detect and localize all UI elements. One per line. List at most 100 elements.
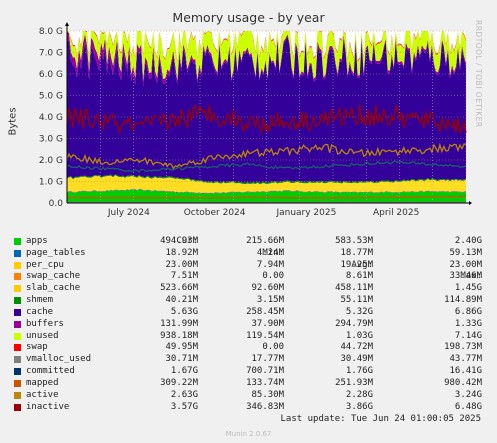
legend-avg: 18.77M: [340, 247, 373, 258]
legend-max: 6.48G: [454, 401, 482, 412]
legend-min: 258.45M: [246, 306, 284, 317]
line-inactive: [66, 104, 467, 135]
legend-avg: 44.72M: [340, 342, 373, 353]
legend-min: 0.00: [262, 342, 284, 353]
legend-rows: apps 494.93M 215.66M 583.53M 2.40G page_table…: [14, 236, 494, 414]
legend-label: buffers: [26, 318, 64, 329]
legend-max: 43.77M: [449, 354, 482, 365]
legend-avg: 3.86G: [345, 401, 373, 412]
legend-min: 0.00: [262, 271, 284, 282]
legend-avg: 583.53M: [335, 235, 373, 246]
legend-label: committed: [26, 366, 75, 377]
y-axis-arrow: [65, 22, 69, 26]
legend-item-unused: unused 938.18M 119.54M 1.03G 7.14G: [14, 331, 494, 343]
legend-max: 1.33G: [454, 318, 482, 329]
x-tick-label: January 2025: [275, 208, 336, 218]
legend-header-min: Min:: [262, 247, 284, 258]
y-tick-label: 7.0 G: [39, 49, 63, 59]
legend-cur: 1.67G: [170, 366, 198, 377]
legend-swatch: [14, 403, 21, 411]
chart-title: Memory usage - by year: [172, 10, 325, 25]
legend-avg: 1.03G: [345, 330, 373, 341]
legend-min: 133.74M: [246, 377, 284, 388]
legend-swatch: [14, 297, 21, 305]
legend-swatch: [14, 344, 21, 352]
legend: Cur: Min: Avg: Max: apps 494.93M 215.66M 58…: [14, 224, 494, 414]
legend-min: 700.71M: [246, 366, 284, 377]
legend-avg: 458.11M: [335, 283, 373, 294]
legend-min: 119.54M: [246, 330, 284, 341]
legend-min: 85.30M: [251, 389, 284, 400]
legend-label: swap: [26, 342, 48, 353]
legend-item-vmalloc-used: vmalloc_used 30.71M 17.77M 30.49M 43.77M: [14, 354, 494, 366]
y-tick-label: 2.0 G: [39, 156, 63, 166]
rrdtool-credit: RRDTOOL / TOBI OETIKER: [474, 20, 483, 128]
legend-min: 215.66M: [246, 235, 284, 246]
legend-max: 7.14G: [454, 330, 482, 341]
chart-plot: 0.0 1.0 G 2.0 G 3.0 G 4.0 G 5.0 G 6.0 G 7.0 G 8.…: [39, 19, 472, 218]
legend-header-cur: Cur:: [176, 235, 198, 246]
legend-max: 198.73M: [444, 342, 482, 353]
legend-header-avg: Avg:: [351, 259, 373, 270]
x-tick-label: October 2024: [184, 208, 246, 218]
legend-max: 114.89M: [444, 295, 482, 306]
legend-cur: 30.71M: [165, 354, 198, 365]
legend-item-shmem: shmem 40.21M 3.15M 55.11M 114.89M: [14, 295, 494, 307]
legend-cur: 309.22M: [160, 377, 198, 388]
legend-swatch: [14, 356, 21, 364]
legend-max: 59.13M: [449, 247, 482, 258]
legend-cur: 523.66M: [160, 283, 198, 294]
legend-header: Cur: Min: Avg: Max:: [14, 224, 494, 282]
y-tick-label: 6.0 G: [39, 70, 63, 80]
legend-cur: 938.18M: [160, 330, 198, 341]
legend-cur: 2.63G: [170, 389, 198, 400]
legend-avg: 1.76G: [345, 366, 373, 377]
legend-swatch: [14, 261, 21, 269]
legend-item-per-cpu: per_cpu 23.00M 7.94M 19.25M 23.00M: [14, 260, 494, 272]
legend-label: inactive: [26, 401, 70, 412]
legend-label: mapped: [26, 377, 59, 388]
legend-header-max: Max:: [460, 271, 482, 282]
legend-cur: 18.92M: [165, 247, 198, 258]
legend-swatch: [14, 391, 21, 399]
legend-label: apps: [26, 235, 48, 246]
legend-swatch: [14, 285, 21, 293]
legend-label: active: [26, 389, 59, 400]
legend-min: 346.83M: [246, 401, 284, 412]
legend-avg: 8.61M: [345, 271, 373, 282]
area-slab-cache: [67, 175, 466, 193]
legend-avg: 294.79M: [335, 318, 373, 329]
x-axis-arrow: [469, 201, 472, 205]
legend-cur: 5.63G: [170, 306, 198, 317]
legend-swatch: [14, 237, 21, 245]
legend-label: slab_cache: [26, 283, 81, 294]
legend-avg: 251.93M: [335, 377, 373, 388]
legend-avg: 55.11M: [340, 295, 373, 306]
x-tick-label: July 2024: [107, 208, 150, 218]
legend-label: unused: [26, 330, 59, 341]
legend-cur: 131.99M: [160, 318, 198, 329]
legend-min: 92.60M: [251, 283, 284, 294]
legend-item-swap: swap 49.95M 0.00 44.72M 198.73M: [14, 342, 494, 354]
legend-swatch: [14, 308, 21, 316]
legend-max: 33.46M: [449, 271, 482, 282]
legend-item-slab-cache: slab_cache 523.66M 92.60M 458.11M 1.45G: [14, 283, 494, 295]
legend-max: 2.40G: [454, 235, 482, 246]
legend-label: page_tables: [26, 247, 86, 258]
line-active: [66, 142, 467, 170]
legend-item-apps: apps 494.93M 215.66M 583.53M 2.40G: [14, 236, 494, 248]
legend-item-inactive: inactive 3.57G 346.83M 3.86G 6.48G: [14, 402, 494, 414]
legend-item-mapped: mapped 309.22M 133.74M 251.93M 980.42M: [14, 378, 494, 390]
legend-label: cache: [26, 306, 54, 317]
legend-max: 23.00M: [449, 259, 482, 270]
y-tick-label: 3.0 G: [39, 135, 63, 145]
legend-label: vmalloc_used: [26, 354, 92, 365]
legend-avg: 30.49M: [340, 354, 373, 365]
legend-cur: 3.57G: [170, 401, 198, 412]
legend-swatch: [14, 273, 21, 281]
area-swap: [67, 19, 466, 62]
legend-min: 17.77M: [251, 354, 284, 365]
legend-min: 3.15M: [256, 295, 284, 306]
legend-avg: 5.32G: [345, 306, 373, 317]
line-mapped: [66, 195, 467, 199]
